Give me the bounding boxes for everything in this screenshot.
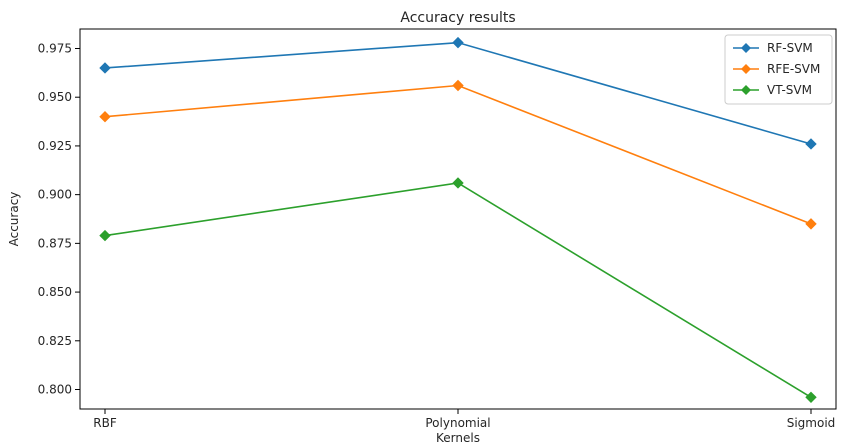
y-axis-ticks: 0.800 0.825 0.850 0.875 0.900 0.925 0.950 0.975 [38, 41, 80, 397]
legend-marker [741, 43, 751, 53]
legend-item: RFE-SVM [733, 62, 820, 76]
x-axis-title: Kernels [436, 431, 480, 445]
y-axis-title: Accuracy [7, 192, 21, 247]
y-tick-label: 0.850 [38, 285, 72, 299]
x-tick-label: Sigmoid [787, 416, 836, 430]
y-tick-label: 0.875 [38, 236, 72, 250]
data-point [805, 391, 817, 404]
data-point [452, 177, 464, 189]
legend-label: RF-SVM [767, 41, 813, 55]
data-point [99, 110, 111, 123]
legend-label: VT-SVM [767, 83, 812, 97]
series-rfe-svm [99, 79, 817, 230]
legend-marker [741, 85, 751, 95]
series-rf-svm [99, 36, 817, 150]
x-tick-label: Polynomial [425, 416, 490, 430]
data-point [452, 36, 464, 49]
data-point [805, 138, 817, 150]
legend-item: VT-SVM [733, 83, 812, 97]
y-tick-label: 0.900 [38, 188, 72, 202]
y-tick-label: 0.925 [38, 139, 72, 153]
data-point [99, 62, 111, 74]
series-line [104, 41, 812, 145]
series-line [104, 182, 812, 398]
x-tick-label: RBF [93, 416, 117, 430]
data-point [99, 229, 111, 242]
x-axis-ticks: RBF Polynomial Sigmoid [93, 409, 835, 430]
legend: RF-SVM RFE-SVM VT-SVM [724, 34, 833, 105]
y-tick-label: 0.950 [38, 90, 72, 104]
y-tick-label: 0.825 [38, 334, 72, 348]
legend-item: RF-SVM [733, 41, 813, 55]
series-layer [99, 36, 817, 404]
y-tick-label: 0.800 [38, 383, 72, 397]
series-line [104, 84, 812, 225]
data-point [805, 218, 817, 230]
legend-marker [741, 64, 751, 74]
chart-title: Accuracy results [400, 10, 515, 26]
series-vt-svm [99, 177, 817, 404]
data-point [452, 79, 464, 92]
legend-box [724, 34, 833, 105]
y-tick-label: 0.975 [38, 41, 72, 55]
legend-label: RFE-SVM [767, 62, 820, 76]
